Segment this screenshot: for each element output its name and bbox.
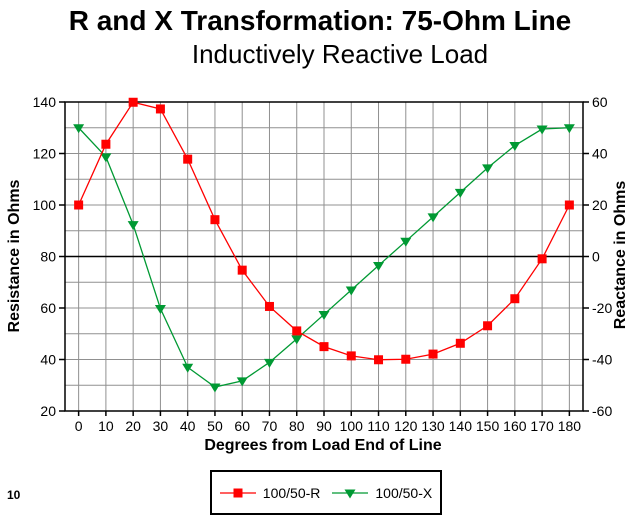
series-marker xyxy=(100,153,112,163)
chart-title: R and X Transformation: 75-Ohm Line xyxy=(68,5,572,36)
x-axis-tick-label: 100 xyxy=(340,418,364,434)
series-marker xyxy=(210,215,220,225)
left-axis-tick-label: 60 xyxy=(40,300,56,316)
series-marker xyxy=(74,200,84,210)
x-axis-tick-label: 80 xyxy=(289,418,305,434)
x-axis-tick-label: 70 xyxy=(262,418,278,434)
x-axis-tick-label: 180 xyxy=(558,418,582,434)
x-axis-tick-label: 150 xyxy=(476,418,500,434)
series-marker xyxy=(428,349,438,359)
left-axis-tick-label: 40 xyxy=(40,352,56,368)
x-axis-tick-label: 120 xyxy=(394,418,418,434)
series-marker xyxy=(427,213,439,223)
series-marker xyxy=(263,358,275,368)
x-axis-title: Degrees from Load End of Line xyxy=(204,437,442,454)
series-marker xyxy=(127,221,139,231)
series-marker xyxy=(346,351,356,361)
series-marker xyxy=(73,124,85,134)
x-axis-tick-label: 40 xyxy=(180,418,196,434)
red-square-series-icon xyxy=(219,488,256,497)
legend-item-r: 100/50-R xyxy=(219,484,321,501)
series-marker xyxy=(374,355,384,365)
legend-item-x: 100/50-X xyxy=(332,485,432,501)
left-axis-tick-label: 100 xyxy=(33,197,57,213)
series-marker xyxy=(264,301,274,311)
series-marker xyxy=(182,363,194,373)
series-marker xyxy=(291,335,303,345)
right-axis-tick-label: -40 xyxy=(592,352,612,368)
left-axis-tick-label: 80 xyxy=(40,249,56,265)
series-marker xyxy=(454,188,466,198)
series-marker xyxy=(401,354,411,364)
series-marker xyxy=(509,142,521,152)
x-axis-tick-label: 0 xyxy=(75,418,83,434)
x-axis-tick-label: 20 xyxy=(125,418,141,434)
series-marker xyxy=(373,262,385,272)
series-marker xyxy=(209,383,221,393)
x-axis-tick-label: 30 xyxy=(153,418,169,434)
chart-subtitle: Inductively Reactive Load xyxy=(191,39,489,69)
left-axis-tick-label: 120 xyxy=(33,146,57,162)
series-marker xyxy=(237,265,247,275)
x-axis-tick-label: 130 xyxy=(421,418,445,434)
right-axis-tick-label: 20 xyxy=(592,197,608,213)
series-marker xyxy=(564,200,574,210)
green-triangle-series-icon xyxy=(332,489,369,498)
right-axis-tick-label: -20 xyxy=(592,300,612,316)
series-marker xyxy=(128,97,138,107)
series-marker xyxy=(233,488,243,497)
series-marker xyxy=(292,326,302,336)
page-number: 10 xyxy=(7,488,21,502)
left-axis-tick-label: 140 xyxy=(33,94,57,110)
x-axis-tick-label: 90 xyxy=(316,418,332,434)
series-marker xyxy=(319,342,329,352)
series-marker xyxy=(345,286,357,296)
x-axis-tick-label: 170 xyxy=(530,418,554,434)
left-axis-tick-label: 20 xyxy=(40,403,56,419)
series-marker xyxy=(344,489,356,498)
right-axis-tick-label: 0 xyxy=(592,249,600,265)
x-axis-tick-label: 60 xyxy=(234,418,250,434)
left-axis-title: Resistance in Ohms xyxy=(6,179,23,333)
x-axis-tick-label: 160 xyxy=(503,418,527,434)
series-marker xyxy=(400,237,412,247)
series-marker xyxy=(318,310,330,320)
series-marker xyxy=(183,154,193,164)
series-marker xyxy=(483,321,493,331)
legend: 100/50-R 100/50-X xyxy=(210,470,442,515)
series-marker xyxy=(482,164,494,174)
series-marker xyxy=(510,294,520,304)
legend-label-r: 100/50-R xyxy=(262,484,321,501)
x-axis-tick-label: 140 xyxy=(449,418,473,434)
right-axis-title: Reactance in Ohms xyxy=(612,180,629,330)
x-axis-tick-label: 50 xyxy=(207,418,223,434)
series-marker xyxy=(537,254,547,264)
series-marker xyxy=(455,338,465,348)
right-axis-tick-label: 60 xyxy=(592,94,608,110)
right-axis-tick-label: 40 xyxy=(592,146,608,162)
x-axis-tick-label: 110 xyxy=(367,418,390,434)
x-axis-tick-label: 10 xyxy=(98,418,114,434)
series-marker xyxy=(563,124,575,134)
series-marker xyxy=(154,305,166,315)
series-marker xyxy=(236,377,248,387)
series-marker xyxy=(536,125,548,135)
series-marker xyxy=(155,104,165,114)
legend-label-x: 100/50-X xyxy=(375,484,433,501)
right-axis-tick-label: -60 xyxy=(592,403,612,419)
series-marker xyxy=(101,139,111,149)
